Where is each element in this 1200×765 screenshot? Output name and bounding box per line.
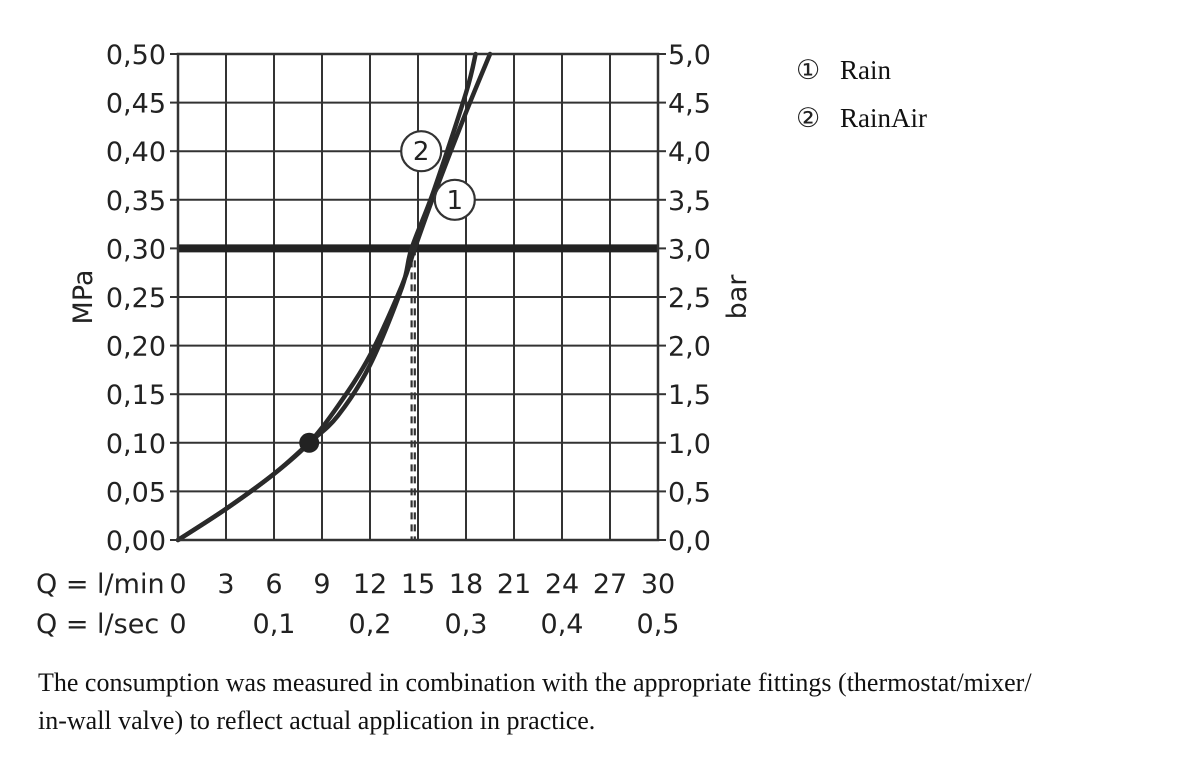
series-marker-circle-2 xyxy=(400,130,443,173)
left-tick-labels: 0,00 0,05 0,10 0,15 0,20 0,25 0,30 0,35 0,40 0,45… xyxy=(106,40,166,557)
x-tick-labels-lmin: 0 3 6 9 12 15 18 21 24 27 30 xyxy=(169,569,675,600)
series-marker-circle-1 xyxy=(433,178,476,221)
x-tick-labels-lsec: 0 0,1 0,2 0,3 0,4 0,5 xyxy=(169,609,679,640)
legend-label-rain: Rain xyxy=(840,55,891,85)
x-tick-label-lmin: 12 xyxy=(353,569,387,600)
footnote-line-2: in-wall valve) to reflect actual applica… xyxy=(38,706,596,735)
common-point-dot xyxy=(299,432,320,453)
y-tick-label-left: 0,25 xyxy=(106,283,166,314)
y-tick-label-left: 0,20 xyxy=(106,332,166,363)
y-tick-label-left: 0,00 xyxy=(106,526,166,557)
y-tick-label-left: 0,10 xyxy=(106,429,166,460)
y-tick-label-right: 4,0 xyxy=(668,137,711,168)
y-tick-label-right: 0,0 xyxy=(668,526,711,557)
y-tick-label-right: 1,0 xyxy=(668,429,711,460)
y-tick-label-left: 0,15 xyxy=(106,380,166,411)
series-marker-label-1: 1 xyxy=(447,186,464,216)
y-tick-label-left: 0,45 xyxy=(106,89,166,120)
y-tick-label-right: 2,5 xyxy=(668,283,711,314)
y-axis-label-bar: bar xyxy=(722,274,753,320)
y-tick-label-left: 0,40 xyxy=(106,137,166,168)
x-tick-label-lmin: 9 xyxy=(313,569,330,600)
footnote-line-1: The consumption was measured in combinat… xyxy=(38,668,1032,697)
x-tick-label-lmin: 0 xyxy=(169,569,186,600)
legend: ① Rain ② RainAir xyxy=(796,55,927,134)
y-axis-label-mpa: MPa xyxy=(68,270,99,325)
series-markers-group: 12 xyxy=(299,130,476,453)
x-tick-label-lmin: 30 xyxy=(641,569,675,600)
y-tick-label-right: 0,5 xyxy=(668,477,711,508)
y-tick-label-right: 3,5 xyxy=(668,186,711,217)
drop-lines-group xyxy=(410,248,416,540)
y-tick-label-right: 3,0 xyxy=(668,234,711,265)
x-axis-label-lsec: Q = l/sec xyxy=(36,609,159,640)
legend-symbol-1: ① xyxy=(796,55,820,86)
x-tick-label-lsec: 0,1 xyxy=(253,609,296,640)
footnote: The consumption was measured in combinat… xyxy=(38,664,1178,740)
y-tick-label-right: 1,5 xyxy=(668,380,711,411)
y-tick-label-right: 2,0 xyxy=(668,332,711,363)
legend-item-rain: ① Rain xyxy=(796,55,891,86)
series-group xyxy=(175,51,493,543)
x-tick-label-lsec: 0,5 xyxy=(637,609,680,640)
series-marker-label-2: 2 xyxy=(413,137,430,167)
x-tick-label-lmin: 21 xyxy=(497,569,531,600)
pressure-flow-chart: 12 0,000,050,100,150,200,250,300,350,400… xyxy=(36,40,927,640)
x-tick-label-lmin: 18 xyxy=(449,569,483,600)
x-tick-label-lsec: 0,2 xyxy=(349,609,392,640)
legend-label-rainair: RainAir xyxy=(840,103,927,133)
legend-item-rainair: ② RainAir xyxy=(796,103,927,134)
x-tick-label-lsec: 0,3 xyxy=(445,609,488,640)
x-tick-label-lsec: 0 xyxy=(169,609,186,640)
x-axis-label-lmin: Q = l/min xyxy=(36,569,165,600)
x-tick-label-lmin: 6 xyxy=(265,569,282,600)
chart-grid xyxy=(177,53,659,541)
y-tick-label-left: 0,30 xyxy=(106,234,166,265)
y-tick-label-left: 0,05 xyxy=(106,477,166,508)
y-tick-label-left: 0,50 xyxy=(106,40,166,71)
y-tick-label-right: 5,0 xyxy=(668,40,711,71)
x-tick-label-lmin: 15 xyxy=(401,569,435,600)
x-tick-label-lmin: 27 xyxy=(593,569,627,600)
series-line-rainair xyxy=(175,51,478,543)
axes-group xyxy=(170,52,666,542)
y-tick-label-left: 0,35 xyxy=(106,186,166,217)
x-tick-label-lsec: 0,4 xyxy=(541,609,584,640)
x-tick-label-lmin: 24 xyxy=(545,569,579,600)
legend-symbol-2: ② xyxy=(796,103,820,134)
right-tick-labels: 0,0 0,5 1,0 1,5 2,0 2,5 3,0 3,5 4,0 4,5 5,0 xyxy=(668,40,711,557)
plot-frame xyxy=(176,52,660,542)
y-tick-label-right: 4,5 xyxy=(668,89,711,120)
x-tick-label-lmin: 3 xyxy=(217,569,234,600)
